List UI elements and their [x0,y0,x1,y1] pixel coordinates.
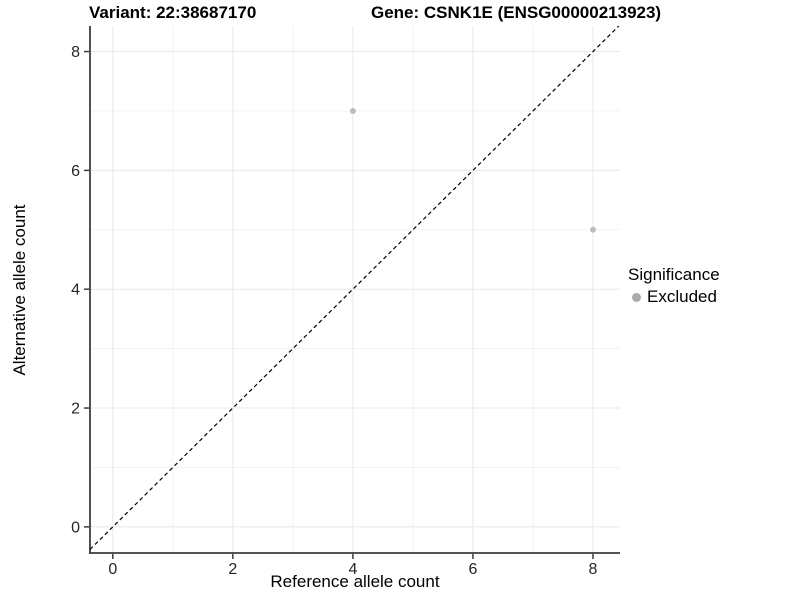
legend: Significance Excluded [628,265,720,307]
data-point [589,226,596,233]
y-tick-label: 6 [71,163,80,180]
x-tick-label: 6 [468,561,477,578]
x-tick-label: 4 [348,561,357,578]
x-axis-title: Reference allele count [270,572,440,591]
legend-entry-label: Excluded [647,287,717,306]
y-tick-label: 8 [71,44,80,61]
y-tick-label: 0 [71,519,80,536]
data-point [349,107,356,114]
x-tick-label: 2 [228,561,237,578]
legend-title: Significance [628,265,720,284]
y-axis-title: Alternative allele count [10,204,29,376]
variant-title: Variant: 22:38687170 [89,3,257,22]
identity-dashed-line [89,25,620,550]
y-tick-label: 2 [71,401,80,418]
gene-title: Gene: CSNK1E (ENSG00000213923) [371,3,662,22]
legend-entry-excluded: Excluded [628,287,720,307]
y-tick-label: 4 [71,282,80,299]
excluded-point-icon [632,292,641,302]
x-tick-label: 8 [589,561,598,578]
x-tick-label: 0 [108,561,117,578]
